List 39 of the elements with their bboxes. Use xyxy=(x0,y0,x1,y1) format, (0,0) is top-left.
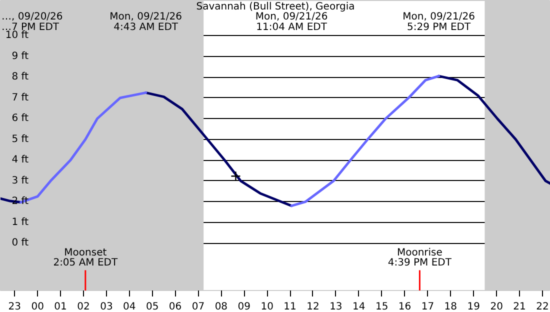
chart-title: Savannah (Bull Street), Georgia xyxy=(196,2,355,12)
x-tick-label: 04 xyxy=(123,302,136,312)
x-tick-label: 18 xyxy=(444,302,458,312)
x-tick-label: 12 xyxy=(306,302,320,312)
x-tick-label: 22 xyxy=(536,302,549,312)
x-tick-label: 06 xyxy=(168,302,182,312)
x-tick-label: 08 xyxy=(214,302,228,312)
x-tick-label: 14 xyxy=(352,302,366,312)
x-tick-label: 02 xyxy=(77,302,90,312)
x-tick-label: 10 xyxy=(260,302,274,312)
x-tick-label: 15 xyxy=(375,302,388,312)
y-tick-label: 7 ft xyxy=(12,92,29,104)
ref-line-label: Moonrise 4:39 PM EDT xyxy=(388,247,452,269)
x-tick-label: 13 xyxy=(330,302,342,312)
annotation: Mon, 09/21/26 4:43 AM EDT xyxy=(110,12,182,33)
x-tick-label: 01 xyxy=(54,302,67,312)
x-tick-label: 07 xyxy=(192,302,205,312)
x-tick-label: 23 xyxy=(8,302,22,312)
x-tick-label: 17 xyxy=(421,302,434,312)
x-tick-label: 20 xyxy=(490,302,503,312)
y-tick-label: 3 ft xyxy=(12,175,29,186)
y-tick-label: 9 ft xyxy=(12,50,29,62)
y-tick-label: 4 ft xyxy=(12,154,29,166)
ref-line-label: Moonset 2:05 AM EDT xyxy=(53,247,119,269)
x-tick-label: 19 xyxy=(467,302,480,312)
x-tick-label: 16 xyxy=(398,302,412,312)
y-tick-label: 0 ft xyxy=(12,238,29,249)
annotation: Mon, 09/21/26 5:29 PM EDT xyxy=(402,12,475,33)
x-tick-label: 03 xyxy=(100,302,113,312)
x-tick-label: 11 xyxy=(284,302,296,312)
x-tick-label: 09 xyxy=(238,302,251,312)
x-tick-label: 21 xyxy=(513,302,526,312)
y-tick-label: 5 ft xyxy=(12,134,29,145)
x-tick-label: 05 xyxy=(146,302,159,312)
y-tick-label: 1 ft xyxy=(12,216,29,228)
y-tick-label: 8 ft xyxy=(12,72,29,83)
annotation: Mon, 09/21/26 11:04 AM EDT xyxy=(255,12,328,33)
y-tick-label: 6 ft xyxy=(12,113,29,124)
x-tick-label: 00 xyxy=(31,302,44,312)
